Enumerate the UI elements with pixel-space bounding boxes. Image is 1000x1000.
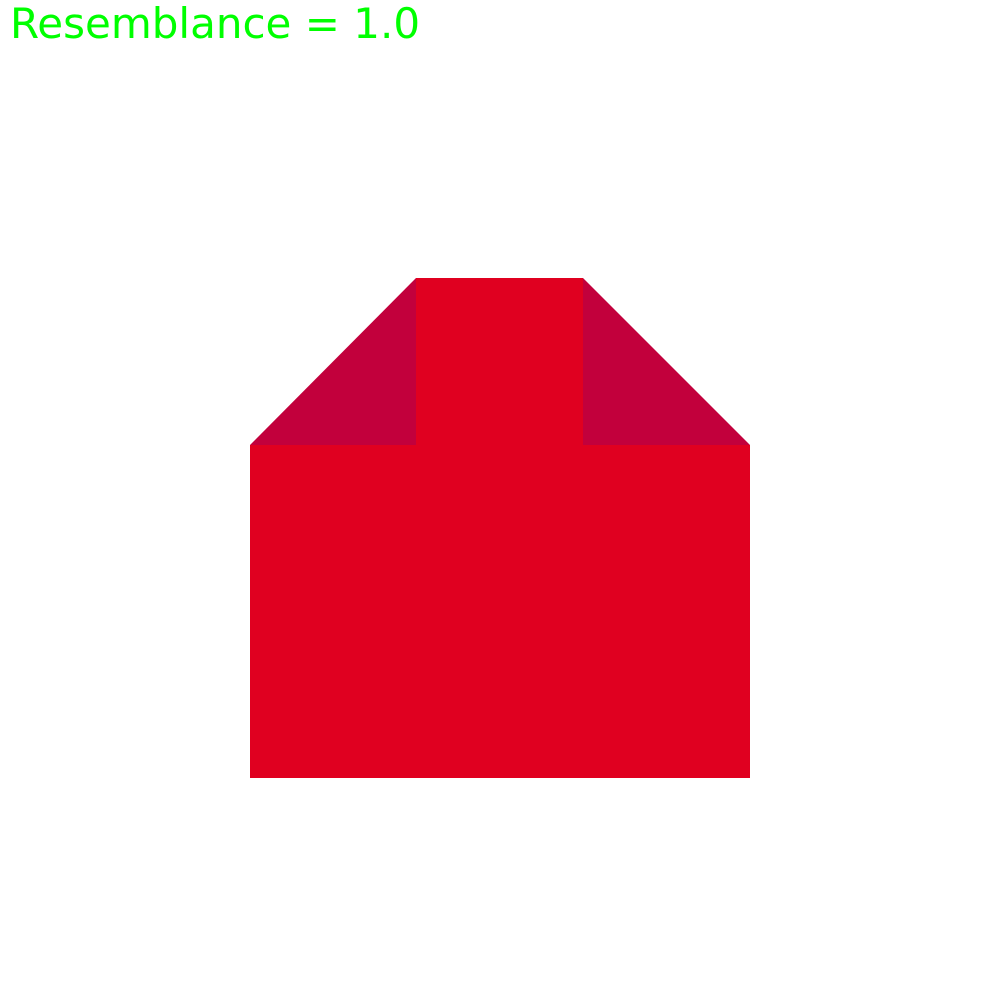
left-fold-flap	[250, 278, 416, 445]
top-center-panel	[416, 278, 583, 446]
resemblance-score-label: Resemblance = 1.0	[10, 0, 421, 48]
right-fold-flap	[583, 278, 750, 445]
main-body	[250, 445, 750, 778]
